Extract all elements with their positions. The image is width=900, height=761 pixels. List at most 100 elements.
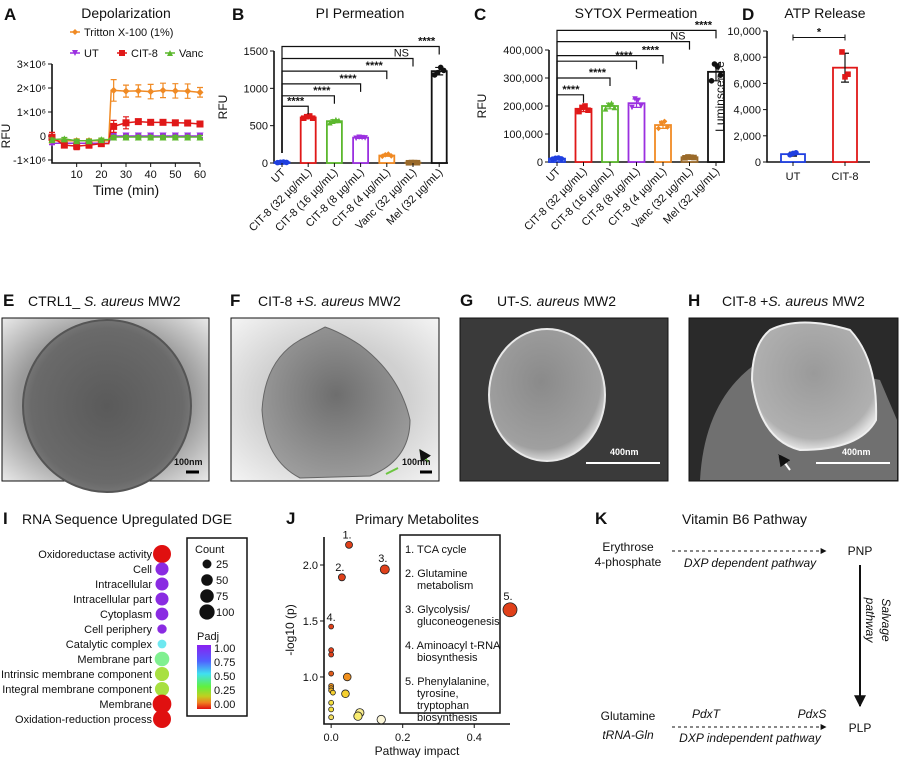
- x-tick-label: UT: [786, 171, 801, 183]
- data-point: [110, 122, 118, 130]
- data-point: [342, 672, 352, 682]
- y-tick-label: 300,000: [503, 73, 543, 85]
- significance-label: ****: [589, 67, 607, 79]
- pathway-title: Vitamin B6 Pathway: [682, 511, 807, 527]
- bracket-line: [792, 34, 846, 41]
- erythrose-label: Erythrose: [602, 540, 654, 554]
- bar: [574, 107, 593, 163]
- data-point: [585, 107, 591, 113]
- panel-f-cryo-em: CIT-8 +S. aureus MW2 100nm: [230, 293, 440, 482]
- bracket-line: [281, 45, 440, 153]
- significance-label: ****: [339, 73, 357, 85]
- x-tick-label: 60: [194, 169, 206, 181]
- scale-bar-label: 400nm: [842, 447, 871, 457]
- point-label: 5.: [503, 591, 512, 603]
- term-label: Intracellular: [95, 579, 152, 591]
- x-tick-label: 20: [95, 169, 107, 181]
- data-point: [147, 133, 155, 141]
- data-point: [664, 124, 671, 130]
- term-dot: [154, 666, 170, 682]
- dot-plot-row: Cytoplasm: [100, 607, 169, 621]
- x-tick-label: 50: [169, 169, 181, 181]
- significance-label: *: [817, 27, 822, 39]
- pdxs-label: PdxS: [798, 707, 827, 721]
- data-point: [134, 87, 142, 95]
- y-tick-label: 3×10⁶: [17, 59, 46, 71]
- term-dot: [155, 577, 169, 591]
- count-legend-label: 100: [216, 607, 234, 619]
- y-tick-label: 0: [40, 131, 46, 143]
- x-tick-label: 10: [71, 169, 83, 181]
- term-dot: [155, 592, 169, 606]
- y-axis-label: RFU: [475, 94, 489, 119]
- panel-e-cryo-em: CTRL1_ S. aureus MW2 100nm: [1, 293, 210, 493]
- data-point: [309, 115, 316, 121]
- y-tick-label: 2×10⁶: [17, 83, 46, 95]
- count-legend-label: 25: [216, 559, 228, 571]
- dot-plot-row: Intracellular: [95, 577, 169, 591]
- series-cit-8: [48, 116, 204, 151]
- panel-label-i: I: [3, 509, 8, 528]
- pnp-label: PNP: [848, 544, 873, 558]
- data-point: [376, 714, 386, 725]
- y-tick-label: 400,000: [503, 45, 543, 57]
- legend-label: UT: [84, 48, 99, 60]
- data-point: [303, 113, 310, 120]
- data-point: [658, 120, 665, 126]
- data-point: [327, 119, 333, 126]
- y-tick-label: 1000: [244, 83, 268, 95]
- trna-gln-label: tRNA-Gln: [602, 728, 654, 742]
- data-point: [688, 154, 694, 161]
- data-point: [73, 142, 81, 150]
- data-point: [122, 87, 130, 95]
- data-point: [85, 137, 93, 145]
- data-point: [842, 74, 848, 80]
- x-tick-label: 40: [145, 169, 157, 181]
- significance-label: NS: [670, 31, 685, 43]
- data-point: [845, 71, 851, 78]
- legend-marker: [72, 29, 78, 35]
- significance-label: ****: [313, 85, 331, 97]
- legend: Tritton X-100 (1%) UT CIT-8 Vanc: [70, 27, 204, 60]
- erythrose-label-2: 4-phosphate: [595, 555, 662, 569]
- chart-title: SYTOX Permeation: [575, 5, 698, 21]
- data-point: [134, 133, 142, 141]
- y-tick-label: 1×10⁶: [17, 107, 46, 119]
- y-axis-label: -log10 (p): [283, 604, 297, 655]
- legend-label: Vanc: [179, 48, 204, 60]
- y-axis-label: RFU: [216, 95, 230, 120]
- term-dot: [153, 710, 171, 728]
- data-point: [379, 564, 390, 575]
- y-tick-label: 2,000: [733, 131, 761, 143]
- chart-title: Primary Metabolites: [355, 511, 479, 527]
- data-point: [184, 133, 192, 141]
- data-point: [171, 87, 179, 95]
- data-point: [405, 159, 412, 166]
- data-point: [300, 115, 307, 121]
- significance-bracket: *: [792, 27, 846, 41]
- legend-item: 2. Glutamine metabolism: [405, 568, 473, 592]
- data-point: [184, 119, 192, 127]
- bar: [430, 70, 448, 164]
- legend: 1. TCA cycle 2. Glutamine metabolism 3. Gly…: [399, 534, 501, 724]
- significance-label: ****: [642, 45, 660, 57]
- padj-tick-label: 0.00: [214, 699, 235, 711]
- x-tick-label: CIT-8: [832, 171, 859, 183]
- bracket-line: [556, 29, 717, 152]
- panel-label-a: A: [4, 5, 16, 24]
- data-point: [353, 135, 359, 142]
- scale-bar-label: 400nm: [610, 447, 639, 457]
- panel-label-f: F: [230, 291, 240, 310]
- data-point: [328, 714, 335, 721]
- data-point: [328, 623, 335, 630]
- count-legend-dot: [202, 559, 212, 569]
- dot-plot-row: Cell: [133, 562, 169, 576]
- chart-title: ATP Release: [784, 5, 865, 21]
- data-point: [60, 135, 68, 143]
- data-point: [839, 49, 845, 55]
- significance-bracket: ****: [281, 36, 440, 153]
- data-point: [196, 133, 204, 141]
- x-tick-label: 30: [120, 169, 132, 181]
